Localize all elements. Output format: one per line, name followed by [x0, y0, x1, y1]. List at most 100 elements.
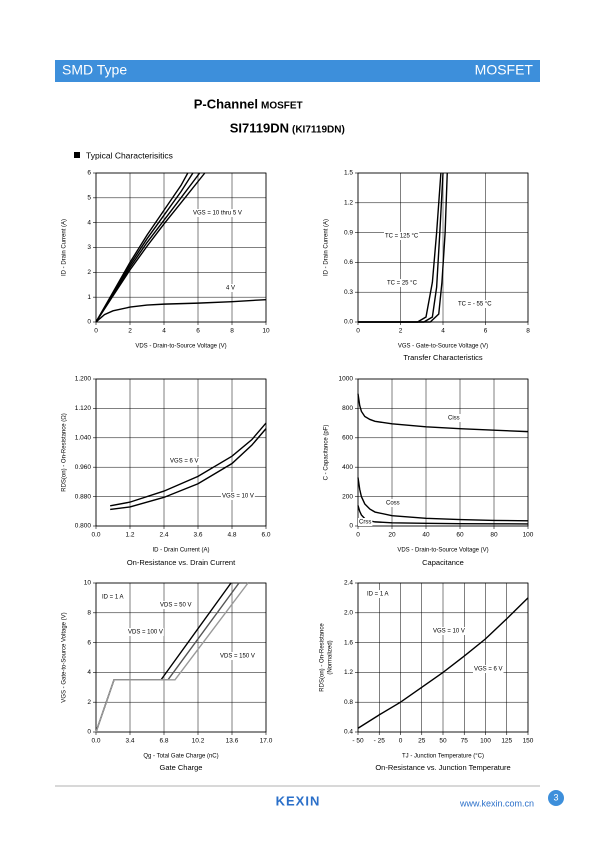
y-tick-label: 0 [349, 523, 353, 530]
annotation: TC = 125 °C [385, 234, 419, 240]
x-tick-label: 150 [523, 738, 534, 745]
data-line [358, 172, 442, 323]
annotation-bg [219, 652, 256, 660]
data-line [357, 597, 529, 729]
x-tick-label: 100 [480, 738, 491, 745]
header-left: SMD Type [62, 62, 127, 78]
x-tick-label: 4.8 [227, 532, 236, 539]
page-number: 3 [553, 792, 558, 802]
annotation-bg [384, 232, 420, 240]
x-tick-label: 0.0 [91, 532, 100, 539]
y-tick-label: 0.800 [75, 523, 92, 530]
y-tick-label: 1.200 [75, 376, 92, 383]
x-tick-label: 3.6 [193, 532, 202, 539]
y-tick-label: 0 [87, 729, 91, 736]
x-tick-label: 4 [162, 328, 166, 335]
x-tick-label: 80 [490, 532, 498, 539]
y-tick-label: 1.2 [344, 200, 353, 207]
y-tick-label: 6 [87, 639, 91, 646]
y-axis-label: RDS(on) - On-Resistance [320, 623, 326, 692]
data-line [357, 477, 529, 522]
data-line [357, 505, 529, 525]
y-tick-label: 3 [87, 244, 91, 251]
y-tick-label: 0.6 [344, 259, 353, 266]
y-tick-label: 0.4 [344, 729, 353, 736]
annotation: Coss [386, 501, 400, 507]
annotation-bg [358, 518, 373, 526]
x-tick-label: 6 [196, 328, 200, 335]
annotation-bg [169, 457, 200, 465]
x-tick-label: 100 [523, 532, 534, 539]
y-tick-label: 0.960 [75, 464, 92, 471]
annotation: ID = 1 A [367, 592, 389, 598]
annotation: Crss [359, 520, 371, 526]
data-line [95, 582, 249, 733]
page-badge [548, 790, 564, 806]
y-tick-label: 1.040 [75, 435, 92, 442]
x-axis-label: TJ - Junction Temperature (°C) [402, 754, 484, 760]
header-bar [55, 60, 540, 82]
data-line [110, 428, 267, 511]
part-alt: (KI7119DN) [292, 125, 345, 136]
x-tick-label: 0 [356, 532, 360, 539]
y-tick-label: 200 [342, 493, 353, 500]
annotation: VGS = 10 V [222, 494, 254, 500]
annotation-bg [225, 284, 237, 292]
data-line [95, 172, 206, 323]
title-main: P-Channel [194, 96, 258, 111]
y-tick-label: 4 [87, 669, 91, 676]
x-tick-label: - 25 [374, 738, 386, 745]
y-tick-label: 0.8 [344, 699, 353, 706]
x-tick-label: 13.6 [226, 738, 239, 745]
annotation: TC = 25 °C [387, 281, 418, 287]
x-tick-label: 2.4 [159, 532, 168, 539]
x-tick-label: 0 [399, 738, 403, 745]
annotation-bg [159, 601, 193, 609]
y-tick-label: 0.0 [344, 319, 353, 326]
annotation: VGS = 10 V [433, 629, 465, 635]
annotation-bg [385, 499, 401, 507]
annotation-bg [386, 279, 418, 287]
x-axis-label: ID - Drain Current (A) [152, 548, 209, 554]
x-tick-label: 17.0 [260, 738, 273, 745]
x-axis-label: VGS - Gate-to-Source Voltage (V) [398, 344, 488, 350]
x-tick-label: 40 [422, 532, 430, 539]
annotation: VDS = 150 V [220, 654, 255, 660]
y-tick-label: 0.880 [75, 493, 92, 500]
title-suffix: MOSFET [261, 101, 303, 112]
y-tick-label: 600 [342, 435, 353, 442]
x-tick-label: 125 [501, 738, 512, 745]
annotation-bg [221, 492, 255, 500]
x-axis-label: Qg - Total Gate Charge (nC) [143, 754, 218, 760]
y-tick-label: 2 [87, 699, 91, 706]
x-axis-label: VDS - Drain-to-Source Voltage (V) [135, 344, 226, 350]
x-axis-label: VDS - Drain-to-Source Voltage (V) [397, 548, 488, 554]
x-tick-label: 0 [94, 328, 98, 335]
section-bullet [74, 152, 80, 158]
x-tick-label: 50 [439, 738, 447, 745]
x-tick-label: 60 [456, 532, 464, 539]
x-tick-label: 3.4 [125, 738, 134, 745]
annotation: TC = - 55 °C [458, 302, 492, 308]
chart-caption: Gate Charge [160, 763, 203, 772]
footer-logo: KEXIN [276, 793, 321, 808]
y-tick-label: 10 [84, 580, 92, 587]
x-tick-label: 6.8 [159, 738, 168, 745]
y-tick-label: 1.2 [344, 669, 353, 676]
y-tick-label: 2 [87, 269, 91, 276]
y-tick-label: 0 [87, 319, 91, 326]
part-number: SI7119DN [230, 120, 289, 135]
annotation: VGS = 6 V [170, 459, 199, 465]
y-tick-label: 1 [87, 294, 91, 301]
y-axis-label: ID - Drain Current (A) [324, 219, 330, 276]
y-tick-label: 6 [87, 170, 91, 177]
x-tick-label: 0 [356, 328, 360, 335]
annotation-bg [366, 590, 390, 598]
annotation-bg [101, 593, 125, 601]
data-line [357, 393, 529, 433]
annotation-bg [447, 414, 461, 422]
x-tick-label: 25 [418, 738, 426, 745]
x-tick-label: 10.2 [192, 738, 205, 745]
y-tick-label: 2.4 [344, 580, 353, 587]
x-tick-label: 1.2 [125, 532, 134, 539]
